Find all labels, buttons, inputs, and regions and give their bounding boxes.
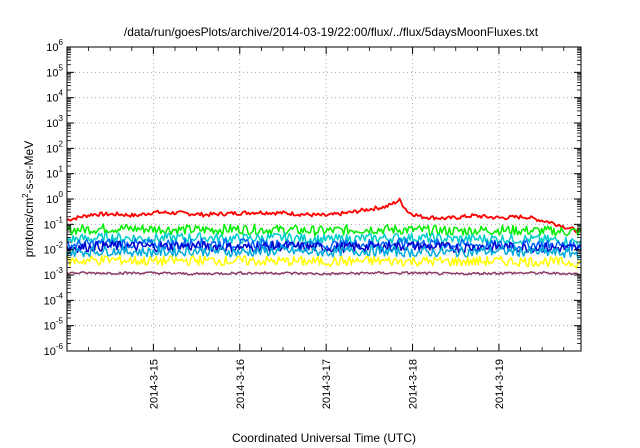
y-axis-label: protons/cm2-s-sr-MeV <box>21 141 36 257</box>
x-tick-label: 2014-3-19 <box>494 359 506 409</box>
y-tick-label: 104 <box>46 89 63 105</box>
y-tick-label: 10-5 <box>44 317 64 333</box>
series-line <box>66 197 582 234</box>
x-axis: 2014-3-15 2014-3-16 2014-3-17 2014-3-18 2014… <box>88 47 565 409</box>
grid-lines <box>67 47 581 351</box>
y-axis-label-base: protons/cm <box>22 198 36 257</box>
series-line <box>66 254 582 269</box>
y-tick-label: 105 <box>46 63 63 79</box>
y-tick-label: 106 <box>46 38 63 54</box>
y-tick-label: 10-4 <box>44 291 64 307</box>
chart-title: /data/run/goesPlots/archive/2014-03-19/2… <box>124 25 539 39</box>
x-axis-label: Coordinated Universal Time (UTC) <box>232 431 416 445</box>
y-axis-label-sup: 2 <box>21 193 30 198</box>
y-tick-label: 10-1 <box>44 215 64 231</box>
series-line <box>66 271 582 276</box>
y-tick-label: 102 <box>46 139 63 155</box>
x-tick-label: 2014-3-15 <box>148 359 160 409</box>
data-series <box>66 197 582 276</box>
y-tick-label: 103 <box>46 114 63 130</box>
y-tick-label: 10-3 <box>44 266 64 282</box>
y-tick-label: 10-2 <box>44 241 64 257</box>
y-axis: 10-6 10-5 10-4 10-3 10-2 10-1 100 101 102 103 104 1… <box>44 38 581 358</box>
series-line <box>66 231 582 247</box>
x-tick-label: 2014-3-17 <box>321 359 333 409</box>
x-tick-label: 2014-3-16 <box>235 359 247 409</box>
y-axis-label-rest: -s-sr-MeV <box>22 141 36 194</box>
series-line <box>66 245 582 260</box>
series-line <box>66 223 582 237</box>
y-tick-label: 101 <box>46 165 63 181</box>
x-tick-label: 2014-3-18 <box>408 359 420 409</box>
y-tick-label: 10-6 <box>44 342 64 358</box>
y-tick-label: 100 <box>46 190 63 206</box>
